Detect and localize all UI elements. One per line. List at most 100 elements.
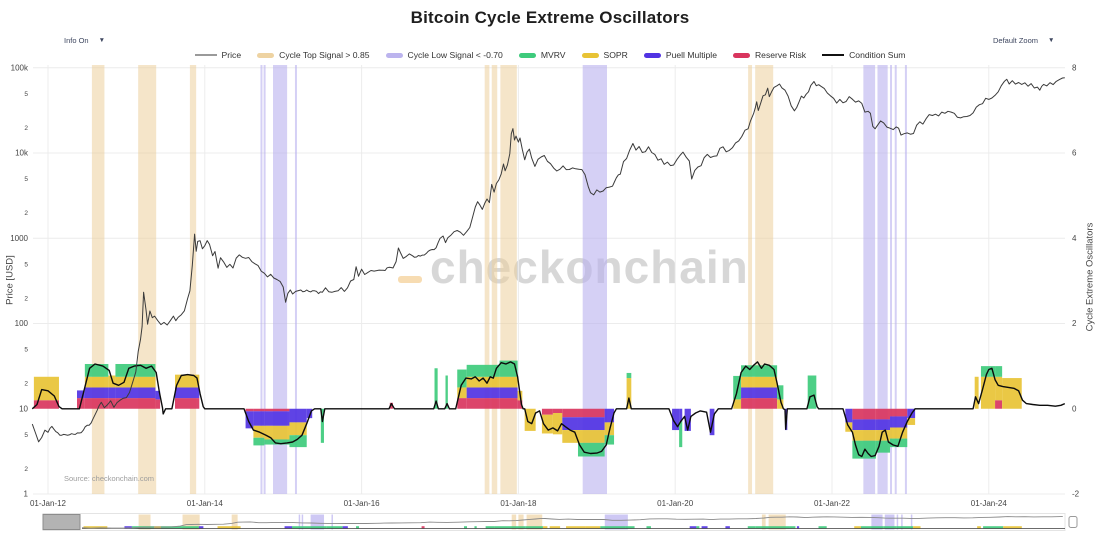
range-slider[interactable] [42, 513, 1078, 531]
cycle-top-band [491, 65, 498, 494]
minimap-oscillator-mark [566, 526, 577, 529]
legend-item-price[interactable]: Price [194, 50, 241, 60]
minimap-low-band [896, 514, 899, 530]
oscillator-sopr-segment [733, 399, 742, 409]
legend-swatch-icon [732, 52, 750, 58]
oscillator-sopr-segment [777, 399, 784, 409]
cycle-low-band [273, 65, 288, 494]
cycle-top-band [91, 65, 105, 494]
legend-label: Condition Sum [849, 50, 906, 60]
range-slider-right-handle[interactable] [1068, 516, 1078, 528]
minimap-top-band [518, 514, 524, 530]
oscillator-puell-segment [679, 408, 683, 422]
cycle-top-band [500, 65, 517, 494]
minimap-oscillator-mark [302, 526, 327, 529]
y-left-tick: 10 [19, 404, 28, 413]
page-title: Bitcoin Cycle Extreme Oscillators [410, 8, 690, 27]
oscillator-rr-segment [890, 408, 908, 417]
oscillator-sopr-segment [115, 376, 156, 388]
oscillator-sopr-segment [289, 422, 307, 436]
oscillator-puell-segment [306, 408, 313, 419]
y-left-tick: 5 [24, 347, 28, 354]
y-right-tick: 0 [1072, 404, 1077, 413]
axis-tick-labels: 100k 5 2 10k 5 2 1000 5 2 100 5 2 10 5 2 1 8 6 4 2 0 -2 01-Jan… [10, 63, 1079, 508]
oscillator-sopr-segment [466, 376, 500, 388]
minimap-top-band [526, 514, 543, 530]
oscillator-mvrv-segment [626, 372, 632, 379]
minimap-oscillator-mark [747, 526, 756, 529]
oscillator-rr-segment [541, 408, 553, 415]
info-toggle-dropdown[interactable]: Info On ▼ [64, 36, 105, 45]
oscillator-rr-segment [875, 408, 891, 420]
legend-swatch-icon [518, 52, 536, 58]
y-left-tick: 1000 [10, 234, 28, 243]
oscillator-mvrv-segment [466, 364, 500, 377]
minimap-low-band [884, 514, 895, 530]
minimap-oscillator-mark [124, 526, 132, 529]
minimap-low-band [901, 514, 903, 530]
oscillator-puell-segment [466, 387, 500, 399]
cycle-low-band [263, 65, 266, 494]
oscillator-sopr-segment [541, 414, 553, 434]
legend-label: MVRV [540, 50, 566, 60]
oscillator-puell-segment [890, 416, 908, 428]
y-left-tick: 2 [24, 466, 28, 473]
legend-swatch-icon [643, 52, 661, 58]
minimap-oscillator-mark [755, 526, 790, 529]
minimap-oscillator-mark [198, 526, 204, 529]
oscillator-mvrv-segment [253, 437, 265, 446]
oscillator-rr-segment [175, 398, 200, 409]
oscillator-sopr-segment [552, 413, 563, 435]
oscillator-rr-segment [499, 398, 518, 409]
legend-item-sopr[interactable]: SOPR [581, 50, 628, 60]
oscillator-rr-segment [562, 408, 578, 418]
minimap-low-band [301, 514, 304, 530]
minimap-oscillator-mark [1003, 526, 1022, 529]
cycle-top-band [484, 65, 490, 494]
minimap-oscillator-mark [342, 526, 348, 529]
oscillator-mvrv-segment [434, 368, 438, 409]
oscillator-rr-segment [852, 408, 876, 420]
minimap-oscillator-mark [585, 526, 601, 529]
oscillator-mvrv-segment [741, 365, 778, 377]
info-toggle-label: Info On [64, 36, 89, 45]
range-slider-left-mask[interactable] [42, 514, 81, 530]
oscillator-puell-segment [562, 417, 578, 431]
x-axis-tick: 01-Jan-16 [344, 499, 381, 508]
minimap-oscillator-mark [996, 526, 1004, 529]
oscillator-mvrv-segment [679, 421, 683, 448]
oscillator-rr-segment [389, 402, 393, 409]
minimap-oscillator-mark [160, 526, 199, 529]
oscillator-mvrv-segment [995, 366, 1003, 377]
price-line [31, 77, 1065, 443]
legend-item-puell-multiple[interactable]: Puell Multiple [643, 50, 717, 60]
oscillator-sopr-segment [577, 430, 605, 443]
minimap-oscillator-mark [725, 526, 730, 529]
signal-bands [91, 65, 907, 494]
y-right-tick: 2 [1072, 319, 1077, 328]
oscillator-sopr-segment [84, 376, 109, 388]
y-right-tick: 6 [1072, 149, 1077, 158]
legend-item-reserve-risk[interactable]: Reserve Risk [732, 50, 806, 60]
minimap-top-band [138, 514, 151, 530]
minimap-top-band [511, 514, 517, 530]
legend-item-condition-sum[interactable]: Condition Sum [822, 50, 905, 60]
minimap-oscillator-mark [796, 526, 800, 529]
oscillator-sopr-segment [980, 376, 996, 409]
y-left-tick: 2 [24, 125, 28, 132]
oscillator-sopr-segment [457, 387, 467, 399]
legend-item-mvrv[interactable]: MVRV [518, 50, 566, 60]
minimap-price-line [81, 516, 1063, 529]
oscillator-puell-segment [499, 387, 518, 399]
zoom-preset-dropdown[interactable]: Default Zoom ▼ [993, 36, 1054, 45]
minimap-low-band [604, 514, 628, 530]
legend-item-cycle-low-signal-0-70[interactable]: Cycle Low Signal < -0.70 [385, 50, 503, 60]
legend-label: SOPR [603, 50, 628, 60]
minimap-low-band [310, 514, 325, 530]
oscillator-mvrv-segment [875, 440, 891, 453]
legend-swatch-icon [822, 54, 845, 56]
legend-label: Cycle Top Signal > 0.85 [279, 50, 370, 60]
legend-item-cycle-top-signal-0-85[interactable]: Cycle Top Signal > 0.85 [257, 50, 370, 60]
oscillator-sopr-segment [562, 430, 578, 443]
